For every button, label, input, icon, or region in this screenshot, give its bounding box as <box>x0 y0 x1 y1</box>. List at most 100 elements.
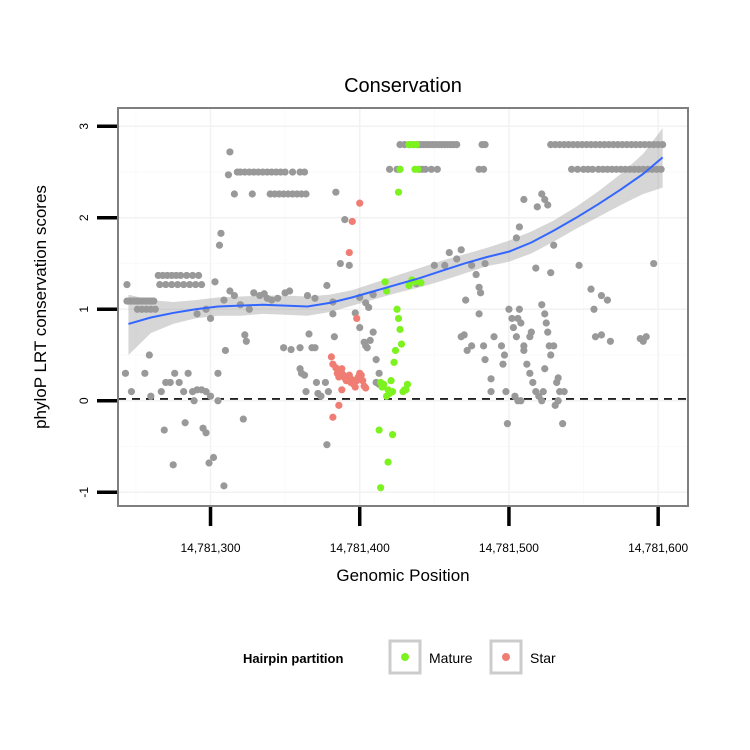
data-point-mature <box>380 380 388 388</box>
data-point-other <box>332 188 340 196</box>
data-point-other <box>445 248 453 257</box>
data-point-other <box>171 369 179 377</box>
data-point-other <box>311 294 319 302</box>
legend-title: Hairpin partition <box>243 651 343 666</box>
data-point-other <box>526 369 534 377</box>
data-point-other <box>194 271 203 280</box>
data-point-other <box>539 388 547 396</box>
legend-item-star: Star <box>489 639 556 675</box>
data-point-mature <box>375 426 383 434</box>
data-point-other <box>180 280 188 289</box>
data-point-other <box>650 259 658 268</box>
data-point-other <box>202 429 210 437</box>
smooth-line-path <box>128 156 664 325</box>
data-point-other <box>372 356 380 364</box>
data-point-other <box>659 140 667 149</box>
x-tick-label: 14,781,600 <box>628 541 688 555</box>
data-point-other <box>550 241 558 249</box>
data-point-other <box>311 344 319 352</box>
data-point-other <box>184 369 192 377</box>
data-point-star <box>345 248 353 257</box>
data-point-other <box>323 441 331 449</box>
data-point-other <box>230 190 238 198</box>
data-point-other <box>472 270 480 279</box>
data-point-other <box>360 338 368 346</box>
data-point-other <box>312 378 321 387</box>
data-point-other <box>300 371 309 379</box>
data-point-other <box>441 261 449 269</box>
data-point-other <box>183 271 191 280</box>
data-point-star <box>327 353 335 361</box>
data-point-mature <box>393 305 401 313</box>
legend: Hairpin partition Mature Star <box>243 639 556 675</box>
data-point-other <box>476 289 485 297</box>
data-point-other <box>538 397 546 405</box>
data-point-other <box>121 369 130 377</box>
data-point-other <box>330 333 338 341</box>
data-point-other <box>206 314 215 323</box>
data-point-other <box>479 165 488 173</box>
data-point-other <box>554 374 562 382</box>
data-point-star <box>338 386 346 394</box>
data-point-other <box>479 342 488 350</box>
data-point-other <box>123 280 131 289</box>
data-point-other <box>220 296 228 304</box>
data-point-mature <box>414 165 422 173</box>
data-point-other <box>430 261 438 269</box>
data-point-other <box>220 482 228 490</box>
data-point-other <box>209 453 218 462</box>
data-point-other <box>468 261 476 269</box>
data-point-other <box>453 255 461 263</box>
data-point-other <box>363 344 371 352</box>
data-point-other <box>180 388 188 396</box>
data-point-other <box>323 281 331 290</box>
data-point-other <box>341 216 349 224</box>
data-point-star <box>335 401 343 409</box>
data-point-other <box>189 271 197 280</box>
data-point-mature <box>403 380 412 388</box>
data-point-other <box>512 234 521 242</box>
data-point-other <box>366 336 374 344</box>
data-point-other <box>162 280 170 289</box>
y-axis-ticks: -1 0 1 2 3 <box>77 123 117 498</box>
data-point-other <box>460 331 468 339</box>
data-point-other <box>345 261 353 269</box>
data-point-other <box>211 278 219 286</box>
data-point-star <box>353 314 361 323</box>
data-point-star <box>357 371 365 379</box>
data-point-other <box>512 333 521 341</box>
data-point-other <box>300 168 309 176</box>
data-point-other <box>191 280 200 289</box>
data-point-other <box>303 291 312 300</box>
data-point-other <box>369 328 377 336</box>
data-point-other <box>296 344 304 352</box>
data-point-mature <box>412 140 421 149</box>
data-point-mature <box>381 278 389 286</box>
data-point-mature <box>384 458 392 466</box>
data-point-other <box>321 378 330 387</box>
data-point-other <box>657 165 665 173</box>
data-point-other <box>517 397 525 405</box>
data-point-other <box>169 461 177 469</box>
data-point-other <box>497 342 506 350</box>
data-point-other <box>500 351 509 359</box>
data-point-mature <box>391 346 400 355</box>
data-point-other <box>329 310 337 318</box>
minor-gridlines <box>118 108 688 506</box>
data-point-other <box>226 148 234 156</box>
data-point-other <box>287 345 295 354</box>
data-point-other <box>181 419 189 427</box>
data-point-other <box>463 346 471 355</box>
data-point-other <box>487 375 495 383</box>
data-point-other <box>532 264 540 272</box>
data-point-other <box>356 323 364 332</box>
data-point-other <box>468 342 476 350</box>
data-point-other <box>147 392 155 400</box>
data-point-other <box>214 369 222 377</box>
data-point-other <box>597 291 606 300</box>
data-point-mature <box>382 287 391 295</box>
data-point-other <box>559 420 567 428</box>
data-point-other <box>157 388 165 396</box>
data-point-other <box>544 201 552 209</box>
data-point-mature <box>387 377 395 385</box>
